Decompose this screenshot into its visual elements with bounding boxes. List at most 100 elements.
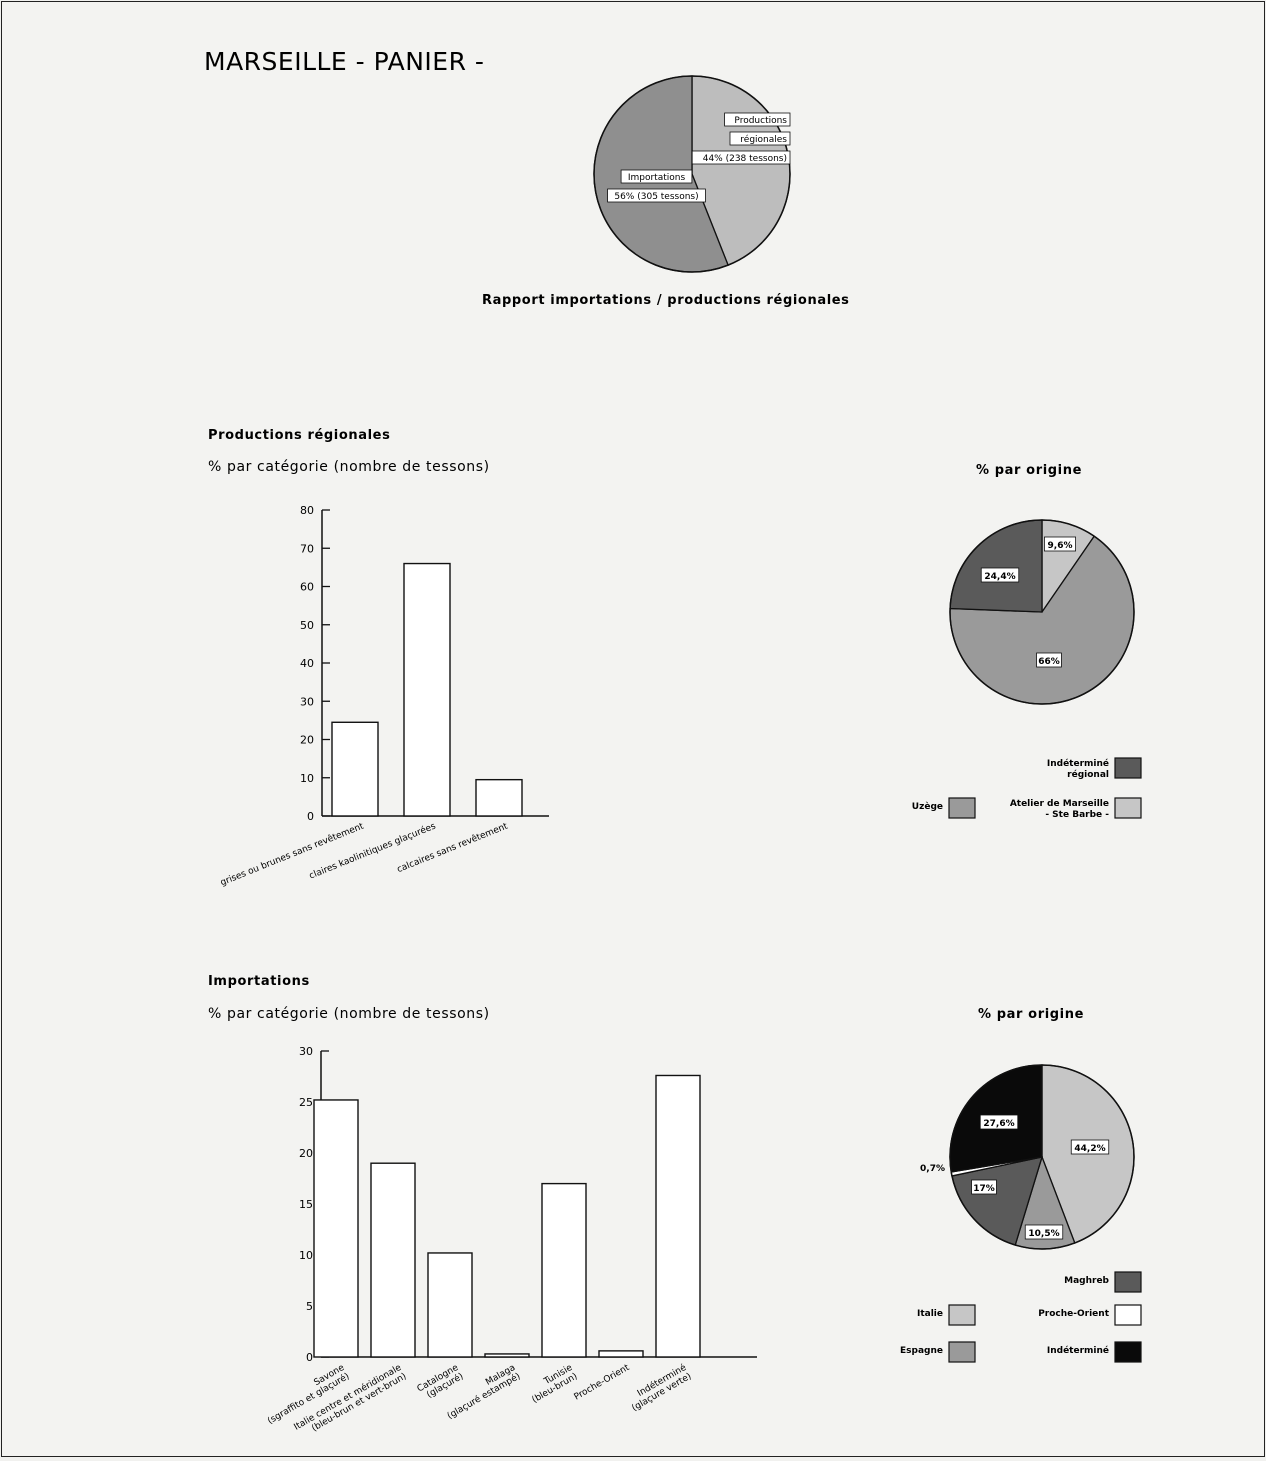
legend-swatch [1114, 1304, 1142, 1326]
pie-slice-label-box [979, 1114, 1019, 1130]
legend-swatch [948, 1341, 976, 1363]
bar [655, 1074, 701, 1358]
pie-slice-label: 9,6% [1048, 541, 1073, 551]
x-category-label: Catalogne(glaçuré) [416, 1363, 466, 1403]
bar [484, 1353, 530, 1358]
x-category-label: grises ou brunes sans revêtement [219, 820, 366, 888]
bar [598, 1350, 644, 1358]
regional-section-title: Productions régionales [208, 428, 390, 443]
pie-outline [949, 519, 1135, 705]
y-tick-label: 30 [300, 695, 314, 708]
legend-swatch [1114, 1271, 1142, 1293]
x-category-label-line: grises ou brunes sans revêtement [219, 820, 366, 888]
pie-slice-label: 66% [1038, 657, 1060, 667]
legend-swatch [948, 1304, 976, 1326]
y-tick-label: 50 [300, 619, 314, 632]
pie-label-box [729, 131, 791, 146]
y-tick-label: 25 [299, 1096, 313, 1109]
x-category-label-line: claires kaolinitiques glaçurées [308, 820, 438, 881]
pie-label-text: 56% (305 tessons) [614, 192, 698, 202]
page-title: MARSEILLE - PANIER - [204, 47, 484, 76]
pie-slice-label: 24,4% [984, 572, 1015, 582]
pie-slice-label: 44,2% [1074, 1144, 1105, 1154]
legend-swatch [1114, 1341, 1142, 1363]
legend-swatch [948, 797, 976, 819]
x-category-label-line: calcaires sans revêtement [395, 820, 509, 875]
y-tick-label: 30 [299, 1045, 313, 1058]
y-tick-label: 80 [300, 504, 314, 517]
imports-origin-legend: Maghreb Italie Proche-Orient Espagne Indéter… [900, 1271, 1142, 1363]
imports-pie-title: % par origine [978, 1007, 1084, 1022]
pie-label-box [607, 188, 706, 203]
pie-label-box [724, 112, 791, 127]
y-tick-label: 10 [299, 1249, 313, 1262]
regional-origin-pie: 9,6% 66% 24,4% [949, 519, 1135, 705]
legend-swatch [1114, 757, 1142, 779]
y-tick-label: 0 [306, 1351, 313, 1364]
y-tick-label: 20 [299, 1147, 313, 1160]
bar [403, 562, 451, 817]
pie-slice-label-box [980, 567, 1020, 583]
pie-outline [949, 1064, 1135, 1250]
legend-label: Indéterminé [1047, 1345, 1109, 1356]
y-tick-label: 15 [299, 1198, 313, 1211]
legend-label: Italie [917, 1309, 943, 1319]
pie-label-text: Productions [734, 116, 787, 126]
y-tick-label: 20 [300, 734, 314, 747]
legend-swatch [1114, 797, 1142, 819]
legend-label: Proche-Orient [1038, 1309, 1109, 1319]
y-tick-label: 70 [300, 542, 314, 555]
pie-slice-label: 0,7% [920, 1164, 945, 1174]
y-tick-label: 40 [300, 657, 314, 670]
pie-slice-label-box [1070, 1139, 1110, 1155]
x-category-label: Indéterminé(glaçure verte) [625, 1362, 694, 1414]
import-ratio-pie-title: Rapport importations / productions régio… [482, 293, 850, 308]
y-tick-label: 5 [306, 1300, 313, 1313]
pie-label-text: Importations [628, 173, 686, 183]
legend-label: régional [1067, 769, 1109, 780]
pie-label-text: 44% (238 tessons) [703, 154, 787, 164]
pie-slice-label-box [1024, 1224, 1064, 1240]
y-tick-label: 10 [300, 772, 314, 785]
imports-origin-pie: 44,2% 10,5% 17% 0,7% 27,6% [920, 1064, 1135, 1250]
x-category-label: claires kaolinitiques glaçurées [308, 820, 438, 881]
legend-label: Espagne [900, 1346, 943, 1356]
x-category-label: calcaires sans revêtement [395, 820, 509, 875]
x-category-label-line: Proche-Orient [573, 1363, 632, 1403]
regional-bar-title: % par catégorie (nombre de tessons) [208, 459, 490, 475]
bar [541, 1182, 587, 1358]
import-ratio-pie: Productions régionales 44% (238 tessons) Im… [593, 75, 791, 273]
x-category-label: Tunisie(bleu-brun) [526, 1363, 580, 1406]
regional-bar-chart: 0 10 20 30 40 50 60 70 80 grises ou brunes sans r… [219, 504, 549, 888]
pie-slice-label: 27,6% [983, 1119, 1014, 1129]
bar [370, 1162, 416, 1358]
regional-pie-title: % par origine [976, 463, 1082, 478]
pie-slice-label-box [971, 1179, 997, 1195]
pie-slice-label-box [1036, 652, 1062, 668]
legend-label: Uzège [912, 801, 943, 812]
imports-bar-title: % par catégorie (nombre de tessons) [208, 1006, 490, 1022]
imports-section-title: Importations [208, 974, 310, 989]
bar [427, 1252, 473, 1358]
pie-slice-label: 17% [973, 1184, 995, 1194]
bar [313, 1099, 359, 1358]
pie-slice-label: 10,5% [1028, 1229, 1059, 1239]
pie-label-box [620, 169, 693, 184]
pie-label-box [691, 150, 791, 165]
legend-label: - Ste Barbe - [1045, 810, 1109, 820]
y-tick-label: 60 [300, 581, 314, 594]
pie-label-text: régionales [740, 134, 787, 145]
pie-outline [593, 75, 791, 273]
bar [331, 721, 379, 817]
legend-label: Indéterminé [1047, 758, 1109, 769]
y-tick-label: 0 [307, 810, 314, 823]
pie-slice-label-box [1044, 536, 1077, 552]
bar [475, 778, 523, 817]
pie-slice [949, 519, 1043, 613]
legend-label: Maghreb [1064, 1276, 1109, 1286]
legend-label: Atelier de Marseille [1010, 799, 1109, 809]
